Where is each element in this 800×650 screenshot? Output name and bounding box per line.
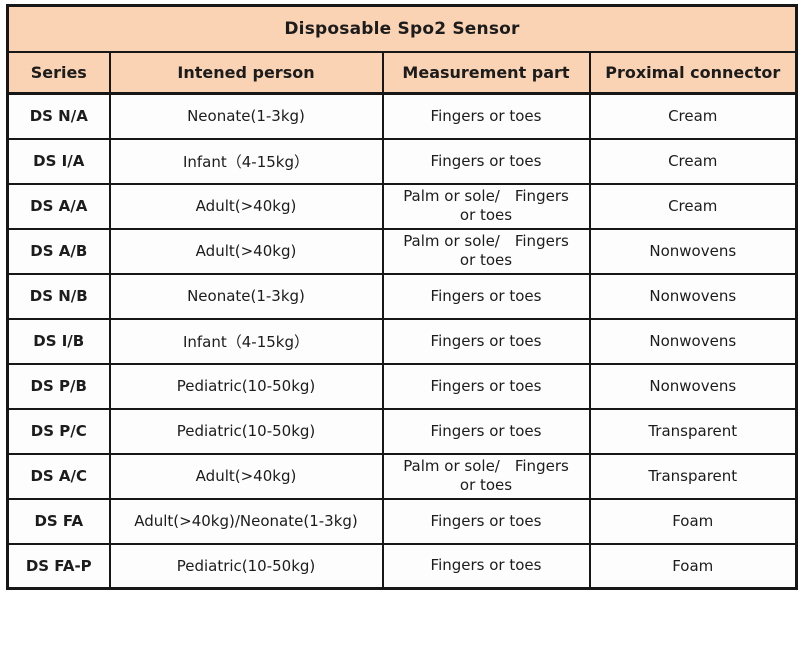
column-header-intened-person: Intened person <box>108 50 384 95</box>
table-row: DS FA-P Pediatric(10-50kg) Fingers or to… <box>6 542 798 590</box>
connector-cell: Transparent <box>588 407 798 455</box>
table-row: DS I/B Infant（4-15kg） Fingers or toes No… <box>6 317 798 365</box>
series-cell: DS FA <box>6 497 111 545</box>
table-row: DS A/A Adult(>40kg) Palm or sole/ Finger… <box>6 182 798 230</box>
part-cell: Palm or sole/ Fingers or toes <box>381 227 591 275</box>
connector-cell: Foam <box>588 497 798 545</box>
series-cell: DS N/B <box>6 272 111 320</box>
series-cell: DS N/A <box>6 92 111 140</box>
person-cell: Infant（4-15kg） <box>108 317 384 365</box>
part-cell: Fingers or toes <box>381 272 591 320</box>
part-cell: Fingers or toes <box>381 92 591 140</box>
connector-cell: Transparent <box>588 452 798 500</box>
column-header-measurement-part: Measurement part <box>381 50 591 95</box>
part-cell: Palm or sole/ Fingers or toes <box>381 182 591 230</box>
series-cell: DS A/C <box>6 452 111 500</box>
column-header-proximal-connector: Proximal connector <box>588 50 798 95</box>
person-cell: Neonate(1-3kg) <box>108 92 384 140</box>
person-cell: Adult(>40kg) <box>108 182 384 230</box>
part-cell: Fingers or toes <box>381 362 591 410</box>
part-cell: Fingers or toes <box>381 497 591 545</box>
connector-cell: Cream <box>588 182 798 230</box>
person-cell: Pediatric(10-50kg) <box>108 407 384 455</box>
person-cell: Adult(>40kg) <box>108 452 384 500</box>
table-row: DS A/C Adult(>40kg) Palm or sole/ Finger… <box>6 452 798 500</box>
person-cell: Pediatric(10-50kg) <box>108 362 384 410</box>
part-cell: Fingers or toes <box>381 542 591 590</box>
column-header-series: Series <box>6 50 111 95</box>
spo2-sensor-table: Disposable Spo2 Sensor Series Intened pe… <box>6 4 798 590</box>
series-cell: DS I/A <box>6 137 111 185</box>
page: Disposable Spo2 Sensor Series Intened pe… <box>6 4 798 590</box>
table-row: DS P/B Pediatric(10-50kg) Fingers or toe… <box>6 362 798 410</box>
connector-cell: Foam <box>588 542 798 590</box>
connector-cell: Cream <box>588 137 798 185</box>
series-cell: DS FA-P <box>6 542 111 590</box>
table-row: DS P/C Pediatric(10-50kg) Fingers or toe… <box>6 407 798 455</box>
series-cell: DS I/B <box>6 317 111 365</box>
part-cell: Fingers or toes <box>381 317 591 365</box>
series-cell: DS A/A <box>6 182 111 230</box>
header-row: Series Intened person Measurement part P… <box>6 50 798 95</box>
person-cell: Pediatric(10-50kg) <box>108 542 384 590</box>
person-cell: Neonate(1-3kg) <box>108 272 384 320</box>
table-row: DS A/B Adult(>40kg) Palm or sole/ Finger… <box>6 227 798 275</box>
table-row: DS I/A Infant（4-15kg） Fingers or toes Cr… <box>6 137 798 185</box>
table-title: Disposable Spo2 Sensor <box>6 4 798 53</box>
title-row: Disposable Spo2 Sensor <box>6 4 798 53</box>
part-cell: Fingers or toes <box>381 407 591 455</box>
part-cell: Palm or sole/ Fingers or toes <box>381 452 591 500</box>
series-cell: DS A/B <box>6 227 111 275</box>
table-row: DS N/A Neonate(1-3kg) Fingers or toes Cr… <box>6 92 798 140</box>
person-cell: Adult(>40kg)/Neonate(1-3kg) <box>108 497 384 545</box>
table-row: DS N/B Neonate(1-3kg) Fingers or toes No… <box>6 272 798 320</box>
person-cell: Infant（4-15kg） <box>108 137 384 185</box>
person-cell: Adult(>40kg) <box>108 227 384 275</box>
connector-cell: Cream <box>588 92 798 140</box>
connector-cell: Nonwovens <box>588 272 798 320</box>
series-cell: DS P/C <box>6 407 111 455</box>
connector-cell: Nonwovens <box>588 227 798 275</box>
connector-cell: Nonwovens <box>588 362 798 410</box>
part-cell: Fingers or toes <box>381 137 591 185</box>
connector-cell: Nonwovens <box>588 317 798 365</box>
table-row: DS FA Adult(>40kg)/Neonate(1-3kg) Finger… <box>6 497 798 545</box>
series-cell: DS P/B <box>6 362 111 410</box>
